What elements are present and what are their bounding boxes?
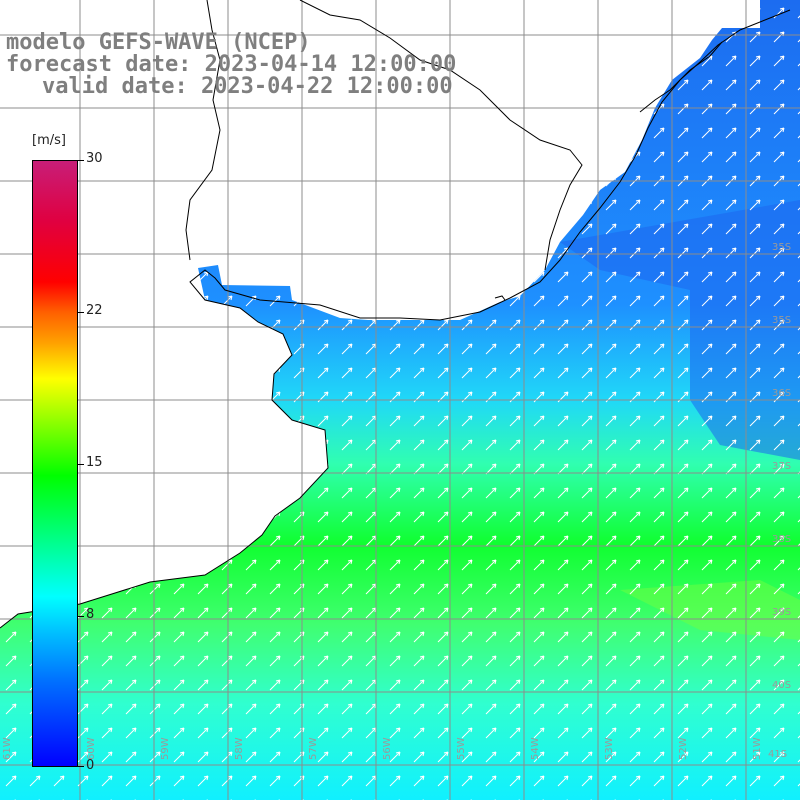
lon-label: 57W (308, 737, 319, 760)
lat-label: 39S (772, 607, 791, 618)
lat-label: 40S (772, 680, 791, 691)
lon-label: 61W (2, 737, 13, 760)
lon-label: 55W (456, 737, 467, 760)
lat-label: 35S (772, 242, 791, 253)
title-forecast-date: forecast date: 2023-04-14 12:00:00 (6, 52, 457, 77)
title-model: modelo GEFS-WAVE (NCEP) (6, 30, 311, 55)
lat-label: 36S (772, 388, 791, 399)
lat-label: 35S (772, 315, 791, 326)
colorbar-label-max: 30 (86, 151, 103, 166)
colorbar-tick (78, 464, 84, 465)
colorbar-tick (78, 616, 84, 617)
lon-label: 58W (234, 737, 245, 760)
colorbar-tick (78, 160, 84, 161)
colorbar-label: 22 (86, 303, 103, 318)
colorbar-label: 15 (86, 455, 103, 470)
colorbar (32, 160, 78, 767)
lon-label: 53W (604, 737, 615, 760)
lon-label: 59W (160, 737, 171, 760)
lon-label: 41S (768, 749, 787, 760)
title-valid-date: valid date: 2023-04-22 12:00:00 (42, 74, 453, 99)
lon-label: 52W (678, 737, 689, 760)
lon-labels: 61W 60W 59W 58W 57W 56W 55W 54W 53W 52W … (2, 737, 787, 760)
colorbar-unit: [m/s] (32, 133, 66, 148)
colorbar-tick (78, 312, 84, 313)
colorbar-label: 8 (86, 607, 95, 622)
lon-label: 51W (752, 737, 763, 760)
lat-labels: 35S 35S 36S 37S 38S 39S 40S (772, 242, 791, 691)
lon-label: 56W (382, 737, 393, 760)
coastline (0, 0, 791, 629)
colorbar-tick (78, 766, 84, 767)
lat-label: 37S (772, 461, 791, 472)
lon-label: 54W (530, 737, 541, 760)
colorbar-label-min: 0 (86, 758, 95, 773)
lon-label: 60W (86, 737, 97, 760)
lat-label: 38S (772, 534, 791, 545)
